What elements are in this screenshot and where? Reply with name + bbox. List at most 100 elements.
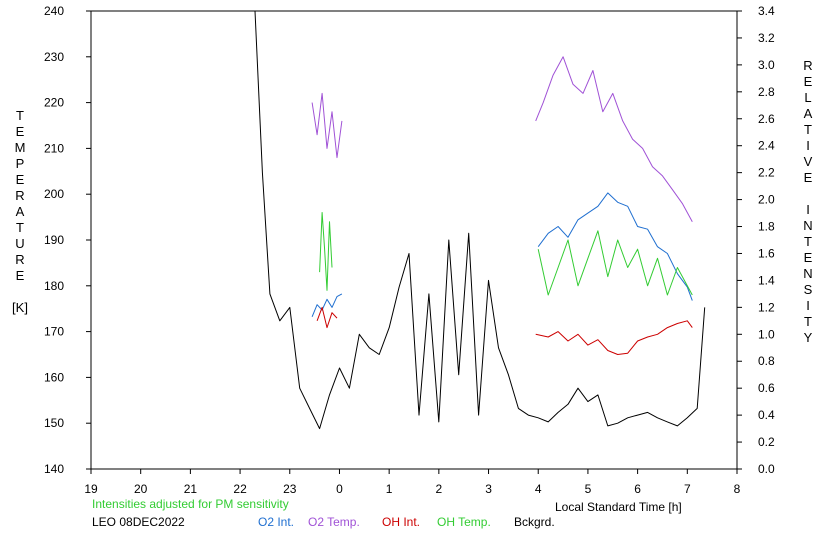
series-oh-temp	[319, 212, 693, 296]
left-axis-label-char: R	[15, 188, 24, 203]
legend-item: OH Temp.	[437, 515, 491, 529]
right-tick-label: 0.2	[758, 435, 775, 449]
series-line	[537, 230, 693, 296]
series-line	[311, 293, 343, 317]
x-tick-label: 3	[485, 482, 492, 496]
legend-item: Bckgrd.	[514, 515, 555, 529]
left-axis-label-char: R	[15, 252, 24, 267]
x-tick-label: 5	[585, 482, 592, 496]
right-axis-label-char: A	[804, 106, 813, 121]
left-axis-ticks: 140 150 160 170 180 190 200 210 220 230 240	[44, 4, 91, 476]
left-axis-label-char: E	[16, 172, 25, 187]
right-axis-label-char: I	[806, 298, 810, 313]
right-tick-label: 1.6	[758, 246, 775, 260]
series-line	[311, 92, 343, 159]
x-tick-label: 6	[634, 482, 641, 496]
left-tick-label: 170	[44, 325, 64, 339]
right-tick-label: 0.0	[758, 462, 775, 476]
plot-frame	[90, 10, 738, 470]
x-tick-label: 19	[84, 482, 98, 496]
series-line	[319, 212, 333, 291]
x-tick-label: 8	[734, 482, 741, 496]
left-tick-label: 180	[44, 279, 64, 293]
x-tick-label: 22	[233, 482, 247, 496]
left-tick-label: 220	[44, 96, 64, 110]
left-tick-label: 200	[44, 187, 64, 201]
x-tick-label: 21	[184, 482, 198, 496]
right-tick-label: 2.2	[758, 166, 775, 180]
right-axis-label-char: Y	[804, 330, 813, 345]
series-line	[535, 56, 693, 222]
right-tick-label: 2.8	[758, 85, 775, 99]
left-tick-label: 230	[44, 50, 64, 64]
right-axis-label-char: N	[803, 266, 812, 281]
series-line	[254, 10, 706, 430]
right-tick-label: 3.2	[758, 31, 775, 45]
left-axis-label-char: [K]	[12, 300, 28, 315]
right-axis-label-char: I	[806, 202, 810, 217]
intensity-note: Intensities adjusted for PM sensitivity	[92, 497, 289, 511]
series-oh-int	[316, 306, 693, 355]
right-tick-label: 1.0	[758, 327, 775, 341]
right-axis-label-char: L	[804, 90, 811, 105]
left-tick-label: 190	[44, 233, 64, 247]
right-tick-label: 2.4	[758, 139, 775, 153]
left-tick-label: 140	[44, 462, 64, 476]
x-tick-label: 4	[535, 482, 542, 496]
left-tick-label: 210	[44, 141, 64, 155]
left-axis-label-char: U	[15, 236, 24, 251]
x-tick-label: 20	[134, 482, 148, 496]
right-axis-label-char: E	[804, 250, 813, 265]
right-axis-label-char: S	[804, 282, 813, 297]
right-tick-label: 0.4	[758, 408, 775, 422]
right-axis-label-char: V	[804, 154, 813, 169]
right-axis-ticks: 0.0 0.2 0.4 0.6 0.8 1.0 1.2 1.4 1.6 1.8 2.0 2.2 2.4 2…	[737, 4, 775, 476]
legend-item: O2 Temp.	[308, 515, 360, 529]
series-bckgrd	[254, 10, 706, 430]
right-axis-label-char: T	[804, 122, 812, 137]
right-tick-label: 0.8	[758, 354, 775, 368]
right-axis-label-char: E	[804, 74, 813, 89]
legend-item: OH Int.	[382, 515, 421, 529]
series-line	[537, 192, 693, 301]
right-axis-label-char: T	[804, 234, 812, 249]
x-tick-label: 1	[386, 482, 393, 496]
right-axis-label-char: I	[806, 138, 810, 153]
right-tick-label: 3.0	[758, 58, 775, 72]
x-axis-ticks: 19 20 21 22 23 0 1 2 3 4 5 6 7 8	[84, 469, 741, 496]
x-tick-label: 2	[436, 482, 443, 496]
x-tick-label: 23	[283, 482, 297, 496]
series-line	[316, 306, 338, 329]
legend-item: O2 Int.	[258, 515, 295, 529]
left-axis-label-char: T	[16, 108, 24, 123]
left-tick-label: 150	[44, 416, 64, 430]
right-axis-label-char: R	[803, 58, 812, 73]
left-tick-label: 160	[44, 370, 64, 384]
x-tick-label: 7	[684, 482, 691, 496]
left-tick-label: 240	[44, 4, 64, 18]
series-o2-int	[311, 192, 693, 317]
left-axis-label-char: A	[16, 204, 25, 219]
left-axis-label-char: E	[16, 268, 25, 283]
right-axis-label-char: E	[804, 170, 813, 185]
right-tick-label: 1.2	[758, 300, 775, 314]
right-tick-label: 2.0	[758, 193, 775, 207]
series-o2-temp	[311, 56, 693, 222]
x-axis-label: Local Standard Time [h]	[555, 500, 682, 514]
right-tick-label: 1.8	[758, 220, 775, 234]
right-tick-label: 0.6	[758, 381, 775, 395]
right-tick-label: 1.4	[758, 273, 775, 287]
right-tick-label: 3.4	[758, 4, 775, 18]
left-axis-label-char: P	[16, 156, 25, 171]
series-layer	[254, 10, 706, 430]
right-tick-label: 2.6	[758, 112, 775, 126]
left-axis-label-char: M	[15, 140, 26, 155]
right-axis-label-char: N	[803, 218, 812, 233]
series-line	[535, 320, 693, 355]
station-date-label: LEO 08DEC2022	[92, 515, 185, 529]
right-axis-label-char: T	[804, 314, 812, 329]
x-tick-label: 0	[336, 482, 343, 496]
